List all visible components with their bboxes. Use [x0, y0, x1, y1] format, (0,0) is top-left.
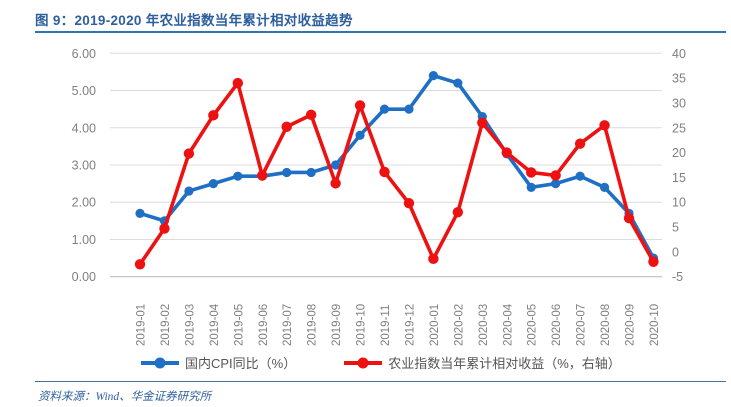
x-axis-label: 2019-08: [307, 304, 319, 346]
agri-point: [159, 223, 170, 234]
x-axis-label: 2020-07: [576, 304, 588, 346]
x-axis-label: 2019-09: [331, 304, 343, 346]
legend-item-cpi: 国内CPI同比（%）: [141, 353, 296, 372]
y-axis-left-tick: 3.00: [72, 159, 96, 173]
agri-point: [134, 259, 146, 270]
x-axis-label: 2020-08: [600, 304, 612, 346]
cpi-point: [599, 182, 610, 192]
y-axis-right-tick: 10: [672, 196, 686, 210]
agri-point: [550, 170, 561, 181]
cpi-point: [379, 104, 390, 114]
agri-point: [477, 117, 488, 129]
cpi-point: [184, 186, 194, 196]
agri-point: [648, 256, 659, 268]
y-axis-right-tick: 25: [672, 121, 686, 135]
agri-point: [526, 167, 537, 178]
cpi-point: [551, 179, 561, 189]
x-axis-label: 2020-09: [625, 304, 637, 346]
y-axis-left-tick: 0.00: [72, 270, 96, 284]
agri-point: [574, 138, 586, 149]
x-axis-label: 2019-04: [209, 303, 221, 346]
y-axis-left-tick: 1.00: [72, 233, 96, 247]
y-axis-left-tick: 5.00: [72, 84, 96, 98]
x-axis-label: 2019-02: [160, 304, 172, 346]
agri-point: [232, 77, 243, 89]
cpi-point: [575, 171, 585, 181]
cpi-line: [138, 73, 656, 260]
agri-point: [501, 147, 512, 158]
x-axis-label: 2020-01: [429, 304, 441, 346]
y-axis-right-tick: 5: [672, 221, 679, 235]
cpi-point: [404, 104, 414, 114]
x-axis-label: 2019-06: [258, 304, 270, 346]
y-axis-left-tick: 4.00: [72, 121, 96, 135]
agri-point: [599, 120, 610, 131]
agri-legend-label: 农业指数当年累计相对收益（%，右轴）: [388, 356, 621, 371]
title-underline: [35, 31, 726, 33]
agri-point: [403, 198, 415, 209]
agri-point: [281, 121, 292, 132]
footer-divider: [35, 381, 726, 382]
cpi-legend-label: 国内CPI同比（%）: [185, 356, 297, 371]
cpi-point: [428, 71, 438, 81]
cpi-point: [282, 167, 292, 178]
cpi-legend-marker-icon: [141, 357, 179, 368]
cpi-point: [331, 160, 341, 170]
y-axis-right-tick: 30: [672, 96, 686, 110]
x-axis-label: 2019-05: [233, 304, 245, 346]
source-note: 资料来源：Wind、华金证券研究所: [38, 391, 212, 403]
y-axis-right-tick: 0: [672, 245, 679, 259]
x-axis-label: 2019-12: [404, 304, 416, 346]
agri-point: [428, 253, 439, 265]
agri-point: [379, 166, 390, 178]
agri-point: [623, 212, 635, 224]
y-axis-right-tick: 40: [672, 47, 686, 61]
line-chart: 6.00 5.00 4.00 3.00 2.00 1.00 0.00 40 35 30 25 20 15…: [72, 47, 686, 346]
agri-line: [138, 81, 656, 267]
agri-point: [305, 109, 317, 121]
agri-point: [208, 110, 219, 121]
y-axis-right-tick: 35: [672, 72, 686, 86]
y-axis-left-tick: 2.00: [72, 196, 96, 210]
agri-point: [257, 170, 268, 181]
x-axis-label: 2020-06: [551, 304, 563, 346]
agri-point: [183, 148, 195, 159]
x-axis-label: 2019-07: [282, 304, 294, 346]
agri-point: [452, 206, 464, 218]
x-axis-label: 2019-10: [356, 304, 368, 346]
y-axis-left-tick: 6.00: [72, 47, 96, 61]
y-axis-right-tick: 15: [672, 171, 686, 185]
x-axis-label: 2020-05: [527, 304, 539, 346]
agri-point: [354, 100, 366, 111]
cpi-point: [453, 78, 463, 88]
x-axis-label: 2019-03: [184, 304, 196, 346]
chart-legend: 国内CPI同比（%） 农业指数当年累计相对收益（%，右轴）: [141, 353, 621, 372]
y-axis-right-tick: -5: [672, 270, 683, 284]
x-axis-label: 2019-11: [380, 305, 392, 346]
y-axis-right-tick: 20: [672, 146, 686, 160]
cpi-point: [233, 171, 243, 181]
x-axis-label: 2020-03: [478, 304, 490, 346]
x-axis-label: 2020-02: [453, 304, 465, 346]
x-axis-label: 2020-10: [649, 304, 661, 346]
figure-title: 图 9：2019-2020 年农业指数当年累计相对收益趋势: [35, 13, 353, 28]
x-axis-label: 2020-04: [502, 303, 514, 346]
cpi-point: [526, 182, 536, 192]
cpi-point: [355, 130, 365, 140]
x-axis-label: 2019-01: [136, 304, 148, 346]
agri-legend-marker-icon: [344, 357, 383, 368]
cpi-point: [208, 179, 218, 189]
legend-item-agri: 农业指数当年累计相对收益（%，右轴）: [344, 353, 621, 372]
cpi-point: [306, 167, 316, 178]
agri-point: [330, 178, 341, 189]
cpi-point: [135, 208, 145, 219]
